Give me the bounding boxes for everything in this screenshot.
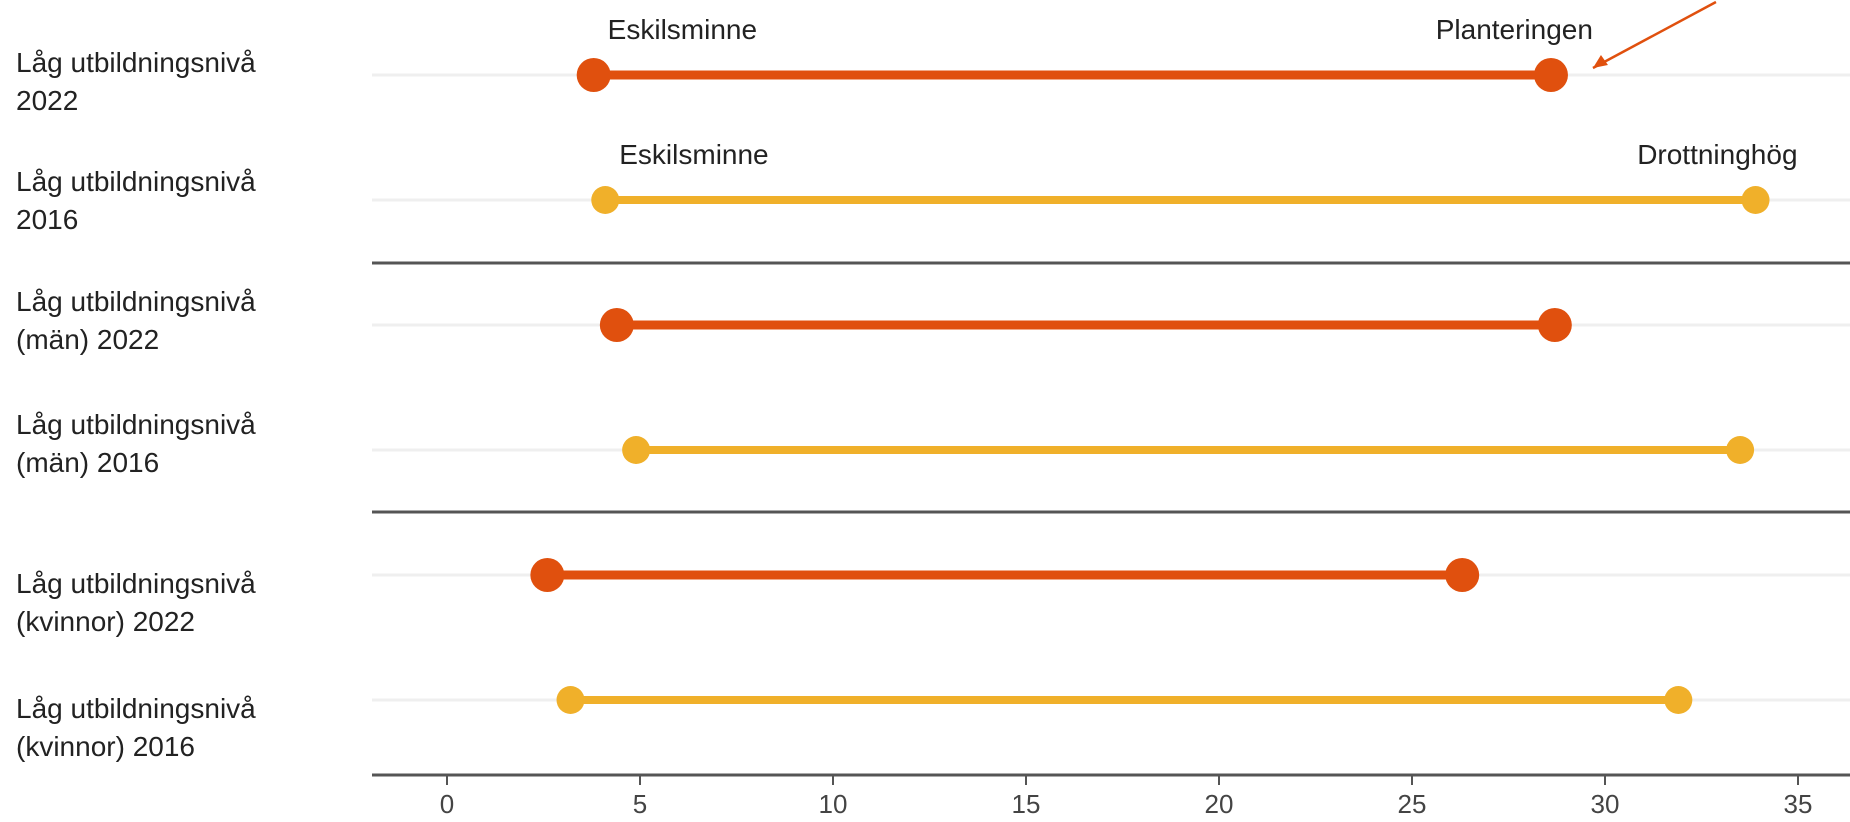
x-tick-label-35: 35 <box>1784 789 1813 819</box>
max-label-1: Planteringen <box>1436 14 1593 45</box>
max-point-3 <box>1537 308 1572 342</box>
row-label-line2: (män) 2016 <box>16 447 160 478</box>
max-label-2: Drottninghög <box>1637 139 1797 170</box>
row-label-line1: Låg utbildningsnivå <box>16 693 256 724</box>
row-label-2: Låg utbildningsnivå 2016 <box>16 163 306 239</box>
max-point-6 <box>1664 686 1693 714</box>
row-label-line2: (kvinnor) 2016 <box>16 731 195 762</box>
group-separators <box>372 261 1850 514</box>
row-label-4: Låg utbildningsnivå (män) 2016 <box>16 406 306 482</box>
min-point-1 <box>576 58 611 92</box>
row-label-6: Låg utbildningsnivå (kvinnor) 2016 <box>16 690 306 766</box>
row-label-line1: Låg utbildningsnivå <box>16 409 256 440</box>
row-label-line1: Låg utbildningsnivå <box>16 47 256 78</box>
min-label-1: Eskilsminne <box>608 14 757 45</box>
dumbbell-series <box>530 58 1770 714</box>
min-point-3 <box>599 308 634 342</box>
max-point-1 <box>1533 58 1568 92</box>
max-point-2 <box>1741 186 1770 214</box>
max-point-4 <box>1726 436 1755 464</box>
row-label-5: Låg utbildningsnivå (kvinnor) 2022 <box>16 565 306 641</box>
min-point-4 <box>622 436 651 464</box>
x-tick-label-15: 15 <box>1012 789 1041 819</box>
row-label-1: Låg utbildningsnivå 2022 <box>16 44 306 120</box>
row-label-line2: (män) 2022 <box>16 324 160 355</box>
x-tick-label-20: 20 <box>1205 789 1234 819</box>
row-label-line2: 2016 <box>16 204 79 235</box>
x-tick-label-25: 25 <box>1398 789 1427 819</box>
min-point-6 <box>556 686 585 714</box>
min-label-2: Eskilsminne <box>619 139 768 170</box>
x-tick-label-0: 0 <box>440 789 454 819</box>
min-point-2 <box>591 186 620 214</box>
min-point-5 <box>530 558 565 592</box>
x-axis: 0 5 10 15 20 25 30 35 <box>372 773 1850 819</box>
row-label-line1: Låg utbildningsnivå <box>16 166 256 197</box>
row-guide-lines <box>372 73 1850 702</box>
row-label-line1: Låg utbildningsnivå <box>16 568 256 599</box>
annotation-arrow-head <box>1592 55 1608 68</box>
x-tick-label-10: 10 <box>819 789 848 819</box>
row-label-line1: Låg utbildningsnivå <box>16 286 256 317</box>
x-tick-label-5: 5 <box>633 789 647 819</box>
annotation-arrow-line <box>1592 0 1717 70</box>
row-label-line2: (kvinnor) 2022 <box>16 606 195 637</box>
extreme-labels: Eskilsminne Planteringen Eskilsminne Drottn… <box>608 0 1798 170</box>
max-point-5 <box>1445 558 1480 592</box>
row-label-line2: 2022 <box>16 85 79 116</box>
row-label-3: Låg utbildningsnivå (män) 2022 <box>16 283 306 359</box>
x-tick-label-30: 30 <box>1591 789 1620 819</box>
